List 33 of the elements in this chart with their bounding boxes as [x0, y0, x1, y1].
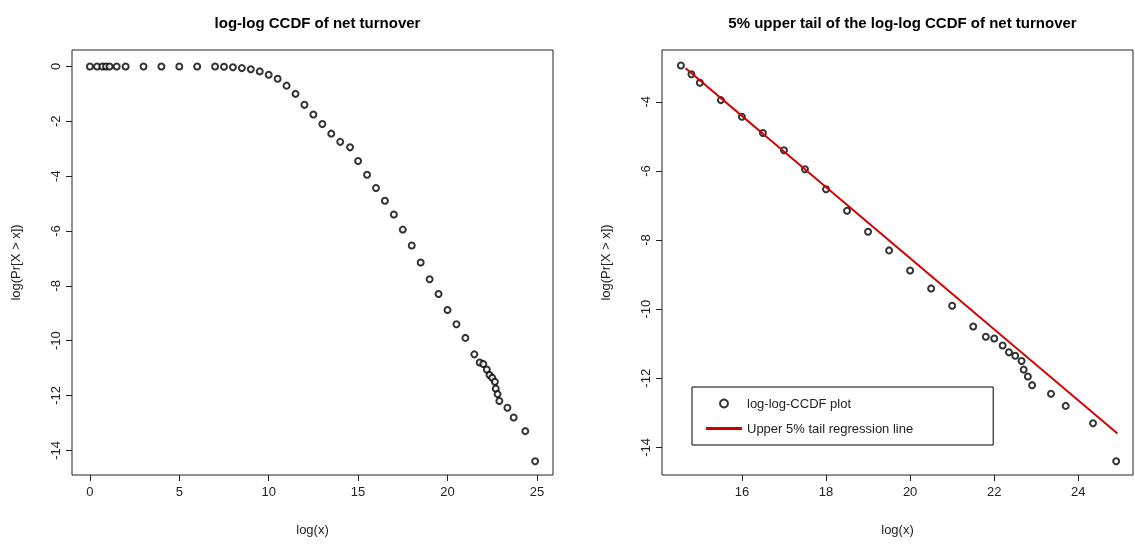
- x-tick-label: 22: [986, 484, 1002, 499]
- x-tick-label: 24: [1071, 484, 1086, 499]
- x-tick-label: 15: [350, 484, 366, 499]
- y-tick-label: -10: [48, 331, 63, 351]
- y-axis-title: log(Pr[X > x]): [598, 224, 613, 301]
- x-axis-title: log(x): [881, 522, 914, 537]
- y-axis-title: log(Pr[X > x]): [8, 224, 23, 301]
- y-tick-label: -4: [638, 96, 653, 108]
- y-tick-label: 0: [48, 62, 63, 71]
- y-tick-label: -14: [48, 440, 63, 460]
- y-tick-label: -12: [638, 368, 653, 388]
- chart-title: log-log CCDF of net turnover: [214, 14, 421, 31]
- x-tick-label: 10: [261, 484, 276, 499]
- x-tick-label: 25: [529, 484, 545, 499]
- y-tick-label: -4: [48, 170, 63, 182]
- y-tick-label: -2: [48, 115, 63, 128]
- y-tick-label: -10: [638, 299, 653, 319]
- x-axis-title: log(x): [296, 522, 329, 537]
- legend-label: Upper 5% tail regression line: [747, 421, 914, 436]
- x-tick-label: 20: [440, 484, 455, 499]
- y-tick-label: -8: [638, 234, 653, 246]
- y-tick-label: -14: [638, 437, 653, 457]
- x-tick-label: 0: [86, 484, 94, 499]
- x-tick-label: 20: [902, 484, 918, 499]
- y-tick-label: -8: [48, 280, 63, 292]
- y-tick-label: -6: [48, 225, 63, 237]
- x-tick-label: 18: [818, 484, 834, 499]
- chart-title: 5% upper tail of the log-log CCDF of net turnover: [728, 14, 1077, 31]
- x-tick-label: 16: [734, 484, 750, 499]
- y-tick-label: -6: [638, 165, 653, 177]
- x-tick-label: 5: [175, 484, 183, 499]
- legend-label: log-log-CCDF plot: [747, 396, 852, 411]
- y-tick-label: -12: [48, 386, 63, 405]
